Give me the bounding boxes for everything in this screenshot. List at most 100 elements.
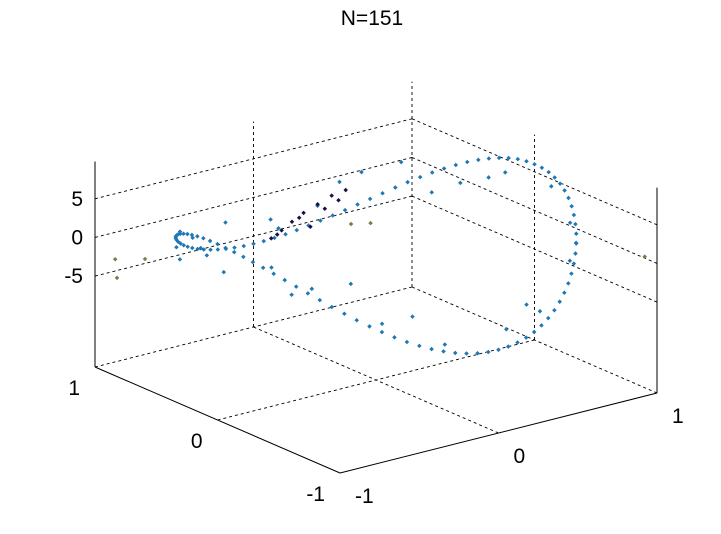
grid-back-y-2 [411,118,658,226]
data-point-ring-21 [294,227,300,233]
data-point-ring-66 [392,335,397,340]
data-point-ring-67 [404,339,410,345]
data-point-inner-3 [289,219,295,225]
data-point-ring-126 [177,257,183,262]
x-axis-line [339,392,658,474]
data-point-ring-77 [515,340,520,345]
data-point-ring-94 [566,195,571,201]
data-point-ring-61 [329,304,335,310]
y-tick-label-1: 0 [191,430,203,453]
data-point-ring-34 [185,244,190,250]
data-point-ring-0 [532,161,537,167]
data-point-ring-124 [221,269,227,275]
data-point-ring-58 [293,284,299,289]
data-point-inner-6 [343,187,348,193]
data-point-ring-81 [545,315,551,321]
z-tick-label-2: 5 [71,188,83,211]
data-point-ring-102 [348,281,354,287]
data-point-inner-7 [322,206,328,211]
data-point-ring-48 [201,236,206,241]
data-point-outlier-5 [348,221,354,227]
data-point-inner-10 [336,197,341,203]
z-tick-label-0: -5 [64,265,83,288]
data-point-ring-101 [567,220,573,226]
data-point-ring-115 [502,170,508,175]
data-point-ring-72 [464,351,469,356]
data-point-ring-71 [452,350,458,356]
data-point-ring-16 [355,202,360,207]
grid-back-y-0 [411,195,658,303]
data-point-ring-17 [342,207,348,213]
data-point-ring-5 [486,156,492,161]
data-point-ring-123 [504,326,509,332]
data-point-ring-55 [260,265,266,271]
data-point-ring-114 [524,302,529,307]
x-tick-label-0: -1 [355,485,374,508]
data-point-inner-11 [308,224,313,230]
data-point-ring-131 [549,184,554,189]
data-point-ring-25 [251,241,256,247]
data-point-ring-127 [359,169,364,175]
data-point-outlier-2 [114,275,120,281]
data-point-inner-0 [329,193,334,198]
data-point-ring-95 [562,188,567,193]
data-point-outlier-1 [642,254,648,259]
y-tick-label-2: 1 [68,377,80,400]
data-point-ring-100 [486,175,491,180]
data-point-ring-24 [261,238,266,244]
data-point-ring-108 [268,217,273,222]
grid-back-x-2 [94,118,413,200]
data-point-ring-69 [429,346,434,352]
data-point-ring-112 [337,179,342,185]
data-point-ring-88 [573,251,578,256]
data-point-ring-33 [190,245,195,251]
data-point-ring-3 [506,155,511,161]
data-point-ring-59 [305,291,311,296]
data-point-ring-125 [573,240,579,246]
data-point-ring-79 [531,329,537,335]
data-point-ring-128 [309,286,315,292]
grid-floor-y-2 [94,286,413,368]
data-point-inner-8 [296,215,302,221]
data-point-ring-60 [317,297,323,303]
data-point-ring-111 [379,321,385,327]
y-tick-label-0: -1 [306,483,325,506]
data-point-ring-11 [417,174,423,180]
data-point-ring-30 [208,247,213,252]
data-point-ring-14 [380,190,385,196]
data-point-ring-76 [505,344,511,349]
points-layer [112,155,648,356]
data-point-ring-73 [475,351,480,356]
data-point-ring-1 [524,158,529,164]
data-point-ring-56 [271,271,276,277]
data-point-ring-50 [215,241,220,247]
data-point-ring-19 [318,218,323,223]
data-point-ring-13 [393,185,398,190]
data-point-ring-6 [476,157,481,163]
data-point-ring-62 [342,311,347,316]
x-tick-label-1: 0 [514,445,526,468]
data-point-ring-92 [571,212,577,218]
data-point-inner-5 [268,236,274,241]
data-point-ring-26 [241,243,247,249]
grid-back-y-1 [411,157,658,264]
data-point-ring-117 [567,258,573,264]
data-point-ring-47 [195,234,200,239]
data-point-ring-4 [496,155,502,161]
data-point-ring-99 [539,165,545,170]
data-point-ring-29 [215,247,221,252]
data-point-ring-8 [453,162,459,168]
data-point-ring-53 [241,254,246,260]
data-point-ring-90 [573,231,579,236]
data-point-ring-2 [515,156,521,162]
data-point-ring-91 [573,221,578,227]
data-point-ring-15 [367,196,373,202]
data-point-ring-75 [496,347,501,353]
data-point-ring-96 [557,181,563,186]
data-point-ring-87 [571,261,577,266]
data-point-ring-84 [562,290,567,296]
data-point-ring-12 [405,179,410,185]
data-point-ring-7 [464,159,470,165]
